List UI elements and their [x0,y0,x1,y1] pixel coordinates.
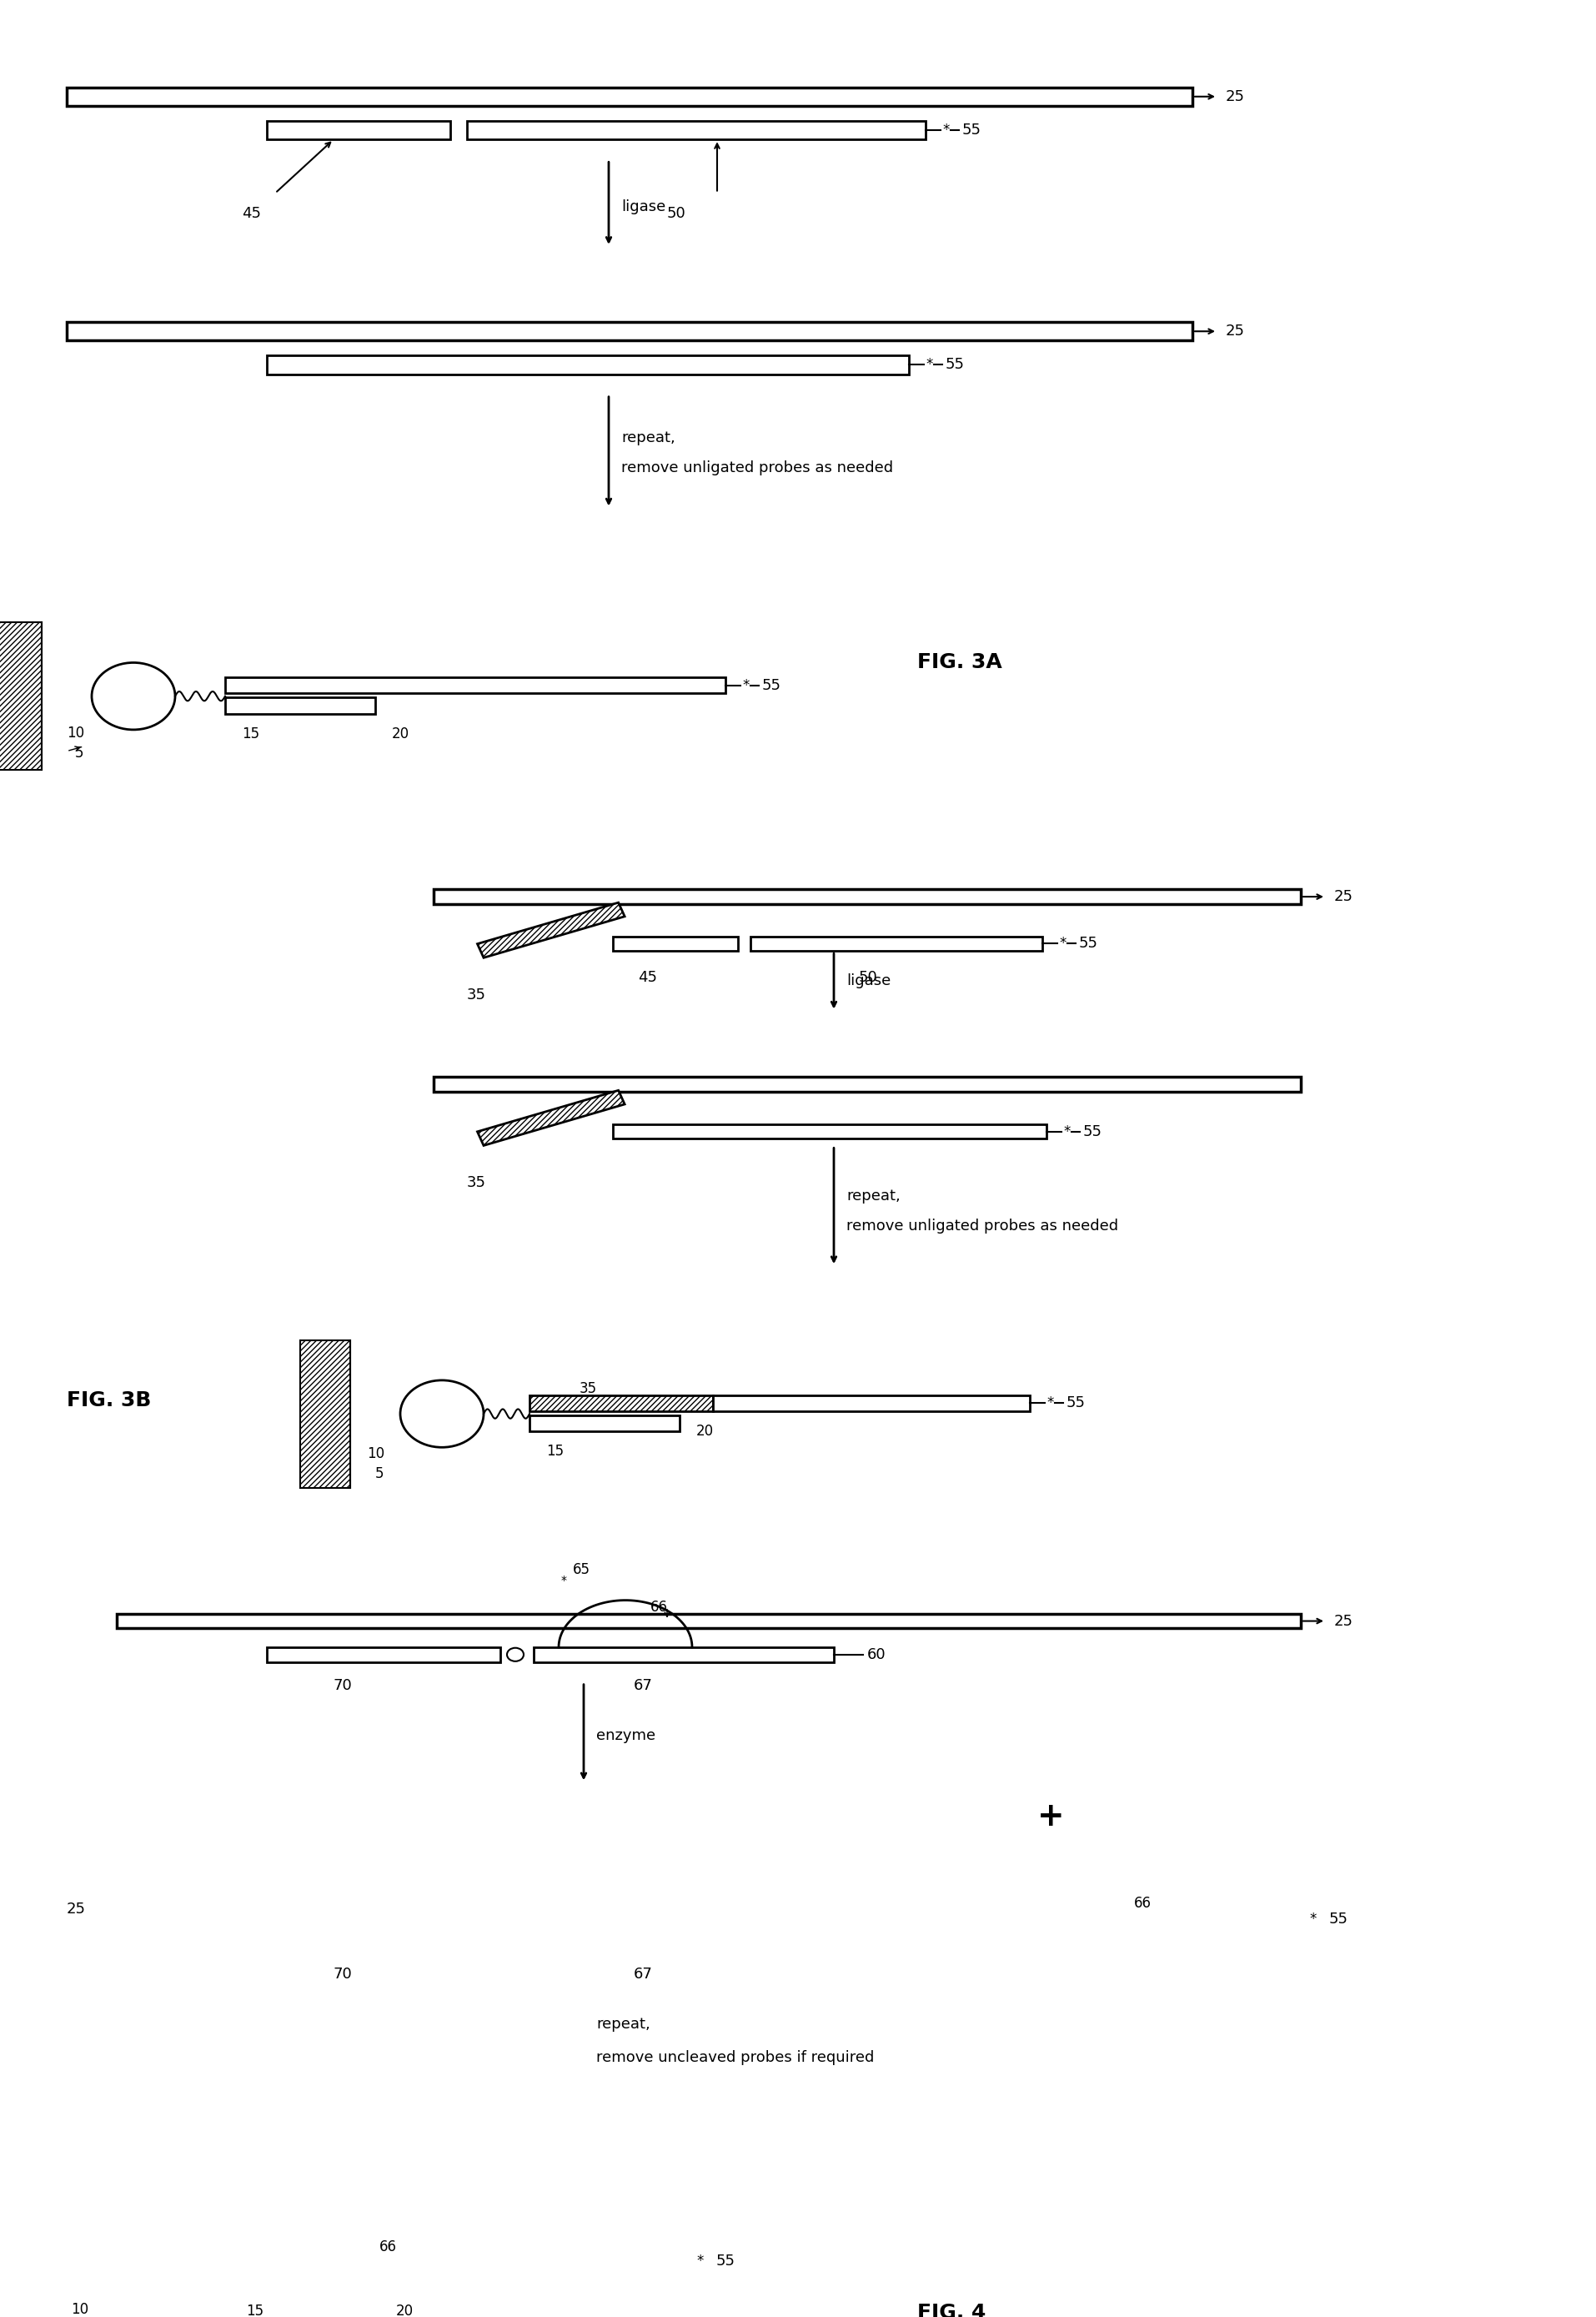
Bar [267,120,450,139]
Text: 25: 25 [1334,1613,1353,1629]
Text: 15: 15 [241,725,259,741]
Bar [230,2254,680,2271]
Text: 50: 50 [859,971,878,985]
Circle shape [401,1381,484,1448]
Bar [530,1416,680,1432]
Bar [1084,1912,1291,1928]
Text: 35: 35 [466,1175,485,1191]
Bar [750,936,1042,950]
Text: 25: 25 [1226,324,1245,338]
Text: 67: 67 [634,1678,653,1694]
Text: 55: 55 [761,679,780,693]
Text: FIG. 3A: FIG. 3A [916,653,1002,672]
Circle shape [101,2238,184,2305]
Text: 65: 65 [573,1562,591,1578]
Text: 67: 67 [634,1967,653,1981]
Bar [225,677,725,693]
Bar [267,355,908,375]
Text: ligase: ligase [621,199,666,213]
Text: FIG. 4: FIG. 4 [916,2303,985,2317]
Text: repeat,: repeat, [621,431,675,445]
Bar [712,1395,1029,1411]
Text: ligase: ligase [846,973,891,989]
Text: *: * [1309,1912,1315,1928]
Text: 10: 10 [70,2301,88,2317]
Text: *: * [926,357,932,373]
Text: 55: 55 [717,2254,736,2268]
Text: *: * [696,2254,702,2268]
Text: 55: 55 [1066,1395,1085,1411]
Text: FIG. 3B: FIG. 3B [67,1390,152,1411]
Text: *: * [1063,1124,1069,1140]
Bar [466,120,926,139]
Text: 25: 25 [67,1902,86,1916]
Text: 5: 5 [375,1467,383,1481]
Polygon shape [477,904,624,957]
Text: 70: 70 [334,1967,353,1981]
Text: 20: 20 [696,1423,713,1439]
Text: 66: 66 [650,1599,667,1615]
Bar [225,697,375,714]
Text: 10: 10 [67,725,85,741]
Text: 45: 45 [637,971,656,985]
Circle shape [506,1647,523,1661]
Text: 55: 55 [945,357,964,373]
Text: remove unligated probes as needed: remove unligated probes as needed [621,461,892,475]
Text: 20: 20 [396,2303,413,2317]
Text: 25: 25 [1226,88,1245,104]
Text: 55: 55 [962,123,982,137]
Text: 15: 15 [246,2303,263,2317]
Bar [533,1647,833,1661]
Text: enzyme: enzyme [595,1728,656,1742]
Text: 5: 5 [75,746,83,760]
Text: repeat,: repeat, [846,1189,900,1203]
Polygon shape [0,2199,49,2317]
Bar [434,1077,1301,1091]
Text: 45: 45 [241,206,260,220]
Bar [117,1613,1301,1629]
Text: 15: 15 [546,1443,563,1460]
Text: 66: 66 [380,2238,397,2254]
Text: 10: 10 [367,1446,385,1462]
Text: 70: 70 [334,1678,353,1694]
Bar [434,890,1301,904]
Text: *: * [1058,936,1066,952]
Text: 55: 55 [1079,936,1098,952]
Text: 66: 66 [1133,1895,1151,1912]
Bar [67,322,1192,341]
Circle shape [91,663,176,730]
Polygon shape [300,1339,350,1488]
Text: 35: 35 [579,1381,597,1395]
Bar [101,1902,1084,1916]
Text: remove uncleaved probes if required: remove uncleaved probes if required [595,2051,873,2064]
Bar [613,1124,1045,1140]
Text: *: * [1045,1395,1053,1411]
Polygon shape [477,1091,624,1145]
Bar [533,1935,833,1951]
Text: 25: 25 [1334,890,1353,904]
Text: 55: 55 [1082,1124,1101,1140]
Bar [267,1647,500,1661]
Text: +: + [1036,1800,1063,1833]
Text: *: * [942,123,948,137]
Text: 55: 55 [1328,1912,1347,1928]
Text: *: * [742,679,749,693]
Text: 60: 60 [867,1647,886,1661]
Text: 20: 20 [391,725,409,741]
Bar [530,1395,712,1411]
Text: remove unligated probes as needed: remove unligated probes as needed [846,1219,1117,1233]
Bar [613,936,737,950]
Text: repeat,: repeat, [595,2016,650,2032]
Bar [230,2273,380,2289]
Text: *: * [560,1573,567,1585]
Bar [267,1935,500,1951]
Polygon shape [0,623,41,769]
Bar [67,88,1192,107]
Text: 35: 35 [466,987,485,1003]
Text: 50: 50 [667,206,686,220]
